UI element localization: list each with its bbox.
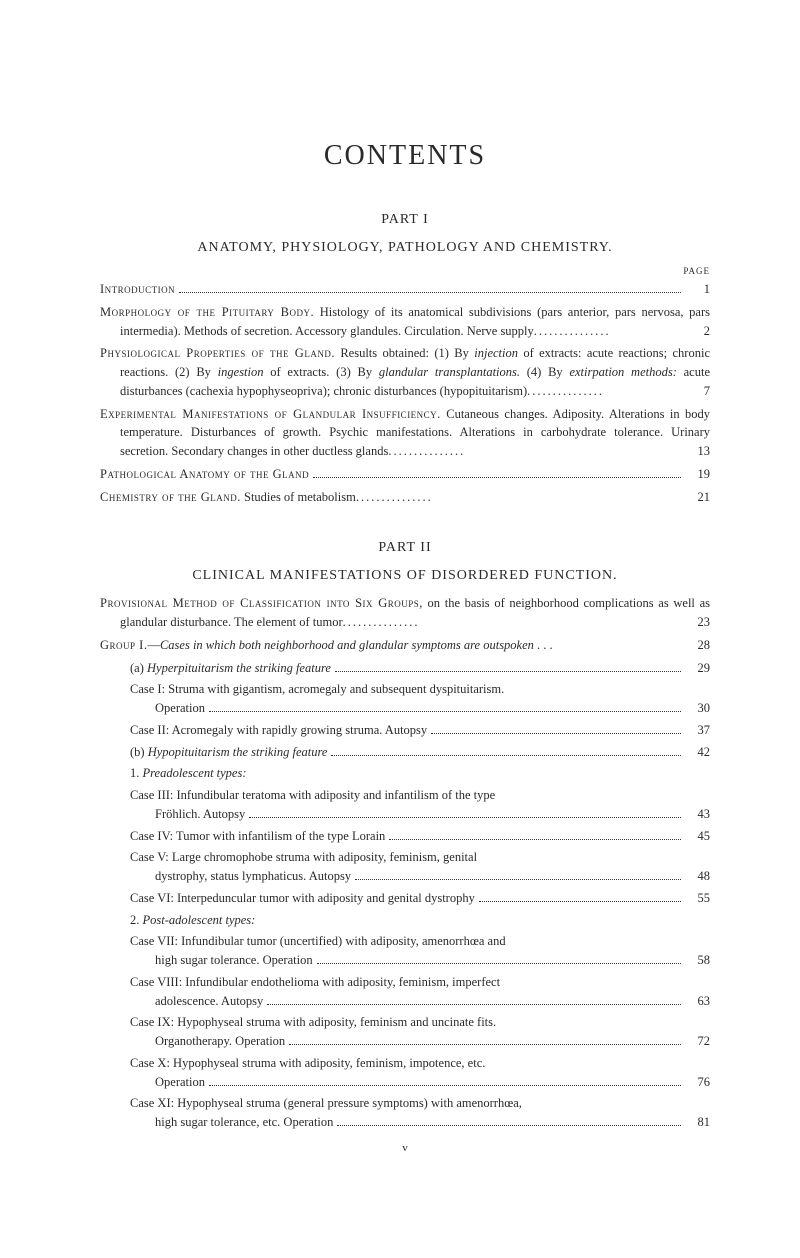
toc-entry: Chemistry of the Gland. Studies of metab…: [100, 488, 710, 507]
page-label: PAGE: [100, 266, 710, 276]
toc-entry: Case VIII: Infundibular endothelioma wit…: [100, 973, 710, 1011]
toc-entry: Case IX: Hypophyseal struma with adiposi…: [100, 1013, 710, 1051]
toc-entry: Case I: Struma with gigantism, acromegal…: [100, 680, 710, 718]
toc-entry: Case XI: Hypophyseal struma (general pre…: [100, 1094, 710, 1132]
toc-entry: Pathological Anatomy of the Gland19: [100, 465, 710, 484]
part-1-label: PART I: [100, 212, 710, 228]
toc-entry: Introduction1: [100, 280, 710, 299]
toc-entry: 1. Preadolescent types:: [100, 764, 710, 783]
toc-entry: 2. Post-adolescent types:: [100, 911, 710, 930]
part-2-label: PART II: [100, 540, 710, 556]
part-1: PART I ANATOMY, PHYSIOLOGY, PATHOLOGY AN…: [100, 212, 710, 506]
toc-entry: Experimental Manifestations of Glandular…: [100, 405, 710, 461]
toc-entry: Case V: Large chromophobe struma with ad…: [100, 848, 710, 886]
part-1-heading: ANATOMY, PHYSIOLOGY, PATHOLOGY AND CHEMI…: [100, 240, 710, 256]
part-2-entries: Provisional Method of Classification int…: [100, 594, 710, 1132]
toc-entry: Provisional Method of Classification int…: [100, 594, 710, 632]
toc-entry: Case III: Infundibular teratoma with adi…: [100, 786, 710, 824]
toc-entry: Case IV: Tumor with infantilism of the t…: [100, 827, 710, 846]
page-footer: v: [100, 1142, 710, 1154]
toc-entry: Case II: Acromegaly with rapidly growing…: [100, 721, 710, 740]
part-2-heading: CLINICAL MANIFESTATIONS OF DISORDERED FU…: [100, 568, 710, 584]
contents-title: CONTENTS: [100, 140, 710, 172]
toc-entry: (a) Hyperpituitarism the striking featur…: [100, 659, 710, 678]
part-2: PART II CLINICAL MANIFESTATIONS OF DISOR…: [100, 540, 710, 1132]
toc-entry: Case X: Hypophyseal struma with adiposit…: [100, 1054, 710, 1092]
part-1-entries: Introduction1 Morphology of the Pituitary…: [100, 280, 710, 506]
toc-entry: Group I.—Cases in which both neighborhoo…: [100, 636, 710, 655]
toc-entry: (b) Hypopituitarism the striking feature…: [100, 743, 710, 762]
toc-entry: Physiological Properties of the Gland. R…: [100, 344, 710, 400]
toc-entry: Case VII: Infundibular tumor (uncertifie…: [100, 932, 710, 970]
toc-entry: Morphology of the Pituitary Body. Histol…: [100, 303, 710, 341]
toc-entry: Case VI: Interpeduncular tumor with adip…: [100, 889, 710, 908]
